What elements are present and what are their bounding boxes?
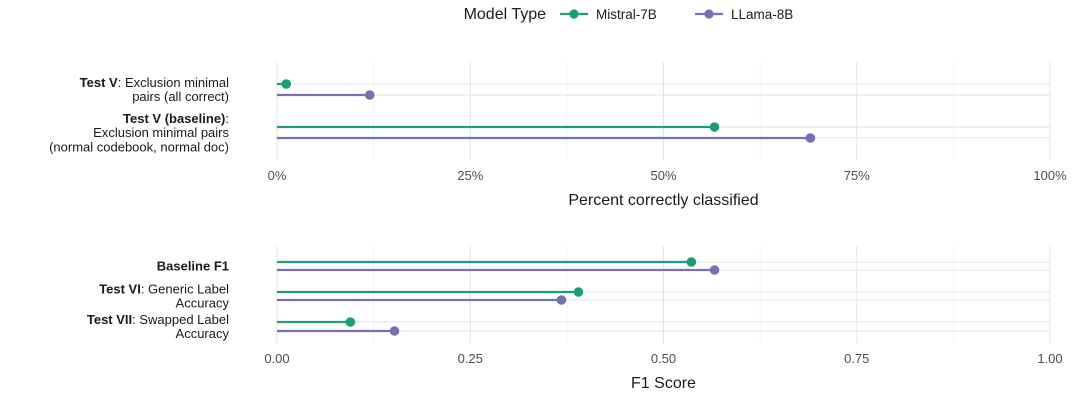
y-category-label: Baseline F1 (157, 259, 229, 274)
chart-panel-percent: 0% 25% 50% 75% 100% Test V: Exclusion minimal… (49, 62, 1067, 209)
lollipop-point (364, 90, 375, 100)
x-tick-label: 0.00 (264, 351, 289, 366)
lollipop-point (281, 79, 292, 89)
lollipop-point (573, 287, 584, 297)
y-category-label-part: : (225, 111, 229, 126)
lollipop-point (709, 122, 720, 132)
lollipop-point (709, 265, 720, 275)
legend-key-point (569, 9, 579, 19)
y-category-label-part: Accuracy (176, 326, 230, 341)
x-tick-label: 0% (268, 168, 287, 183)
y-category-label-part: Test VI (99, 282, 141, 297)
x-tick-label: 100% (1033, 168, 1067, 183)
lollipop-point (389, 326, 400, 336)
legend-key-point (704, 9, 714, 19)
lollipop-point (345, 317, 356, 327)
y-category-label-part: Baseline F1 (157, 259, 229, 274)
x-tick-label: 0.75 (844, 351, 869, 366)
legend-title: Model Type (464, 6, 547, 23)
lollipop-point (686, 257, 697, 267)
lollipop-point (556, 295, 567, 305)
y-category-label-part: Test V (baseline) (123, 111, 225, 126)
y-category-label-part: : Generic Label (141, 282, 229, 297)
y-category-label: Test VI: Generic Label Accuracy (99, 282, 229, 311)
x-tick-label: 0.50 (651, 351, 676, 366)
y-category-label-part: : Swapped Label (132, 312, 229, 327)
x-tick-label: 50% (650, 168, 676, 183)
lollipop-point (805, 133, 816, 143)
y-category-label: Test VII: Swapped Label Accuracy (87, 312, 230, 341)
y-category-label: Test V (baseline): Exclusion minimal pair… (49, 111, 229, 154)
y-category-label: Test V: Exclusion minimal pairs (all corr… (80, 75, 229, 104)
y-category-label-part: (normal codebook, normal doc) (49, 139, 229, 154)
legend-label: LLama-8B (731, 7, 793, 22)
y-category-label-part: : Exclusion minimal (118, 75, 229, 90)
x-tick-label: 75% (844, 168, 870, 183)
x-tick-label: 1.00 (1037, 351, 1062, 366)
y-category-label-part: pairs (all correct) (132, 89, 229, 104)
y-category-label-part: Test V (80, 75, 118, 90)
legend: Model Type Mistral-7B LLama-8B (464, 6, 794, 23)
x-tick-label: 25% (457, 168, 483, 183)
x-axis-title: Percent correctly classified (568, 192, 758, 209)
y-category-label-part: Exclusion minimal pairs (93, 125, 229, 140)
x-axis-title: F1 Score (631, 375, 696, 392)
y-category-label-part: Accuracy (176, 296, 230, 311)
y-category-label-part: Test VII (87, 312, 132, 327)
x-tick-label: 0.25 (458, 351, 483, 366)
legend-label: Mistral-7B (596, 7, 657, 22)
